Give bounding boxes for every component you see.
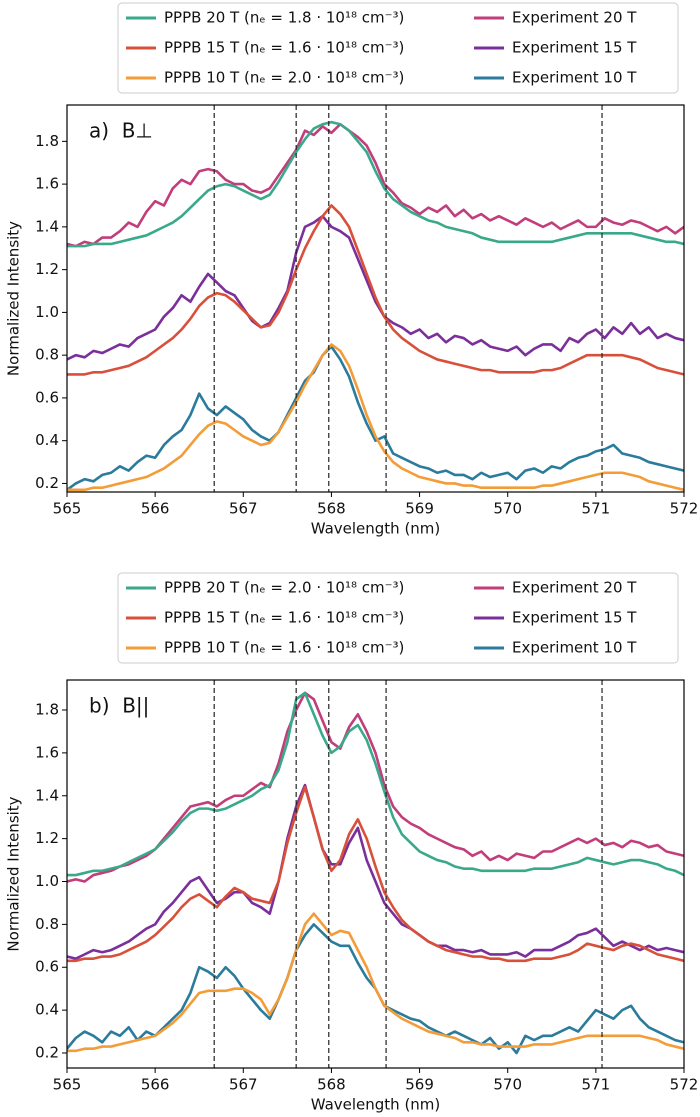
y-tick-label: 1.8	[35, 132, 59, 150]
series-line	[67, 783, 684, 960]
x-tick-label: 566	[141, 500, 170, 518]
legend-label: PPPB 10 T (nₑ = 1.6 · 10¹⁸ cm⁻³)	[164, 639, 404, 657]
legend-box	[117, 572, 679, 664]
series-line	[67, 214, 684, 361]
panel-label: b) B||	[89, 694, 149, 718]
x-tick-label: 570	[493, 500, 522, 518]
x-tick-label: 565	[53, 500, 82, 518]
axes-frame	[66, 104, 685, 493]
y-tick-label: 0.2	[35, 1043, 59, 1061]
y-tick-label: 1.6	[35, 743, 59, 761]
series-line	[67, 345, 684, 491]
legend-label: Experiment 10 T	[512, 69, 637, 87]
legend-label: PPPB 15 T (nₑ = 1.6 · 10¹⁸ cm⁻³)	[164, 39, 404, 57]
legend-label: PPPB 10 T (nₑ = 2.0 · 10¹⁸ cm⁻³)	[164, 69, 404, 87]
x-tick-label: 569	[405, 500, 434, 518]
y-tick-label: 0.4	[35, 431, 59, 449]
y-tick-label: 0.8	[35, 915, 59, 933]
legend-label: Experiment 15 T	[512, 609, 637, 627]
y-tick-label: 1.2	[35, 260, 59, 278]
y-tick-label: 0.6	[35, 388, 59, 406]
x-tick-label: 569	[405, 1076, 434, 1094]
y-tick-label: 1.0	[35, 872, 59, 890]
panel-label: a) B⊥	[89, 119, 153, 143]
y-tick-label: 1.2	[35, 829, 59, 847]
y-tick-label: 0.4	[35, 1001, 59, 1019]
series-line	[67, 204, 684, 376]
series-line	[67, 120, 684, 248]
y-tick-label: 0.2	[35, 474, 59, 492]
legend-label: Experiment 10 T	[512, 639, 637, 657]
legend-label: Experiment 20 T	[512, 9, 637, 27]
x-tick-label: 568	[317, 500, 346, 518]
legend-label: PPPB 15 T (nₑ = 1.6 · 10¹⁸ cm⁻³)	[164, 609, 404, 627]
x-axis-label: Wavelength (nm)	[311, 1096, 441, 1114]
series-line	[67, 912, 684, 1053]
x-axis-label: Wavelength (nm)	[311, 520, 441, 538]
y-tick-label: 1.6	[35, 175, 59, 193]
legend-label: PPPB 20 T (nₑ = 1.8 · 10¹⁸ cm⁻³)	[164, 9, 404, 27]
series-line	[67, 343, 684, 492]
x-tick-label: 572	[670, 500, 699, 518]
legend-box	[117, 2, 679, 94]
x-tick-label: 565	[53, 1076, 82, 1094]
series-line	[67, 785, 684, 963]
x-tick-label: 571	[582, 1076, 611, 1094]
axes-frame	[66, 679, 685, 1069]
x-tick-label: 570	[493, 1076, 522, 1094]
legend-label: Experiment 15 T	[512, 39, 637, 57]
x-tick-label: 568	[317, 1076, 346, 1094]
x-tick-label: 566	[141, 1076, 170, 1094]
legend-label: PPPB 20 T (nₑ = 2.0 · 10¹⁸ cm⁻³)	[164, 579, 404, 597]
series-line	[67, 691, 684, 877]
y-tick-label: 0.8	[35, 346, 59, 364]
series-line	[67, 122, 684, 248]
legend-label: Experiment 20 T	[512, 579, 637, 597]
x-tick-label: 567	[229, 1076, 258, 1094]
y-tick-label: 1.4	[35, 217, 59, 235]
y-tick-label: 1.0	[35, 303, 59, 321]
y-tick-label: 1.8	[35, 701, 59, 719]
y-tick-label: 1.4	[35, 786, 59, 804]
y-tick-label: 0.6	[35, 958, 59, 976]
y-axis-label: Normalized Intensity	[5, 796, 23, 951]
y-axis-label: Normalized Intensity	[5, 221, 23, 376]
series-line	[67, 691, 684, 883]
x-tick-label: 572	[670, 1076, 699, 1094]
x-tick-label: 571	[582, 500, 611, 518]
x-tick-label: 567	[229, 500, 258, 518]
